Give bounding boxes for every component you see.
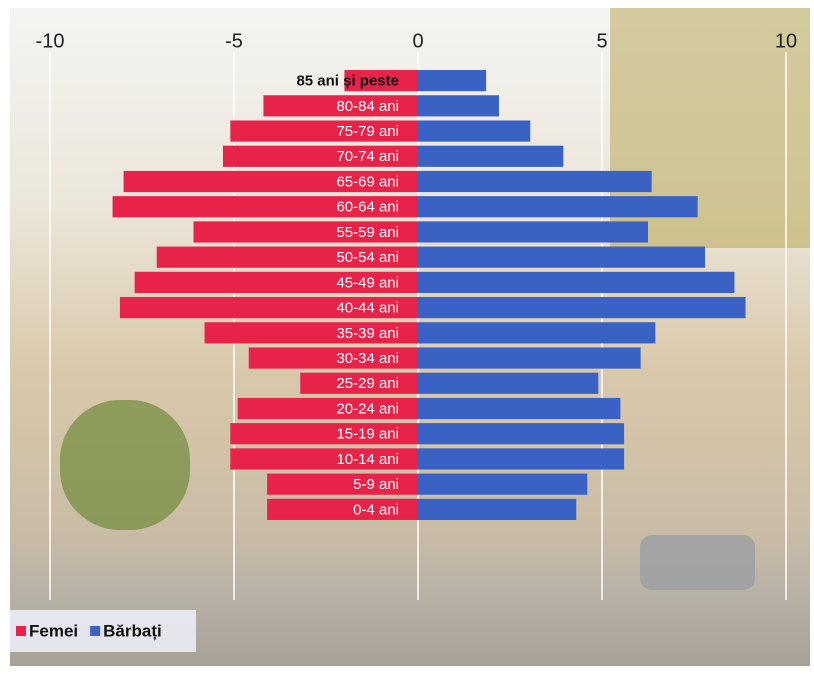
bar xyxy=(418,145,564,167)
category-label: 15-19 ani xyxy=(336,426,399,443)
bar xyxy=(204,322,418,344)
category-label: 10-14 ani xyxy=(336,451,399,468)
bar xyxy=(418,448,625,470)
bar xyxy=(300,372,418,394)
bar xyxy=(267,498,418,520)
bar xyxy=(418,221,648,243)
bar xyxy=(230,423,418,445)
category-label: 60-64 ani xyxy=(336,199,399,216)
category-label: 25-29 ani xyxy=(336,375,399,392)
legend-label: Femei xyxy=(29,621,78,640)
bar xyxy=(418,297,746,319)
bar xyxy=(112,196,418,218)
bar xyxy=(230,448,418,470)
bar xyxy=(237,397,418,420)
bar xyxy=(230,120,418,142)
bar xyxy=(418,196,698,218)
category-label: 70-74 ani xyxy=(336,148,399,165)
bar xyxy=(123,170,418,193)
category-label: 55-59 ani xyxy=(336,224,399,241)
legend-swatch xyxy=(16,626,26,636)
bar xyxy=(222,145,418,167)
bar xyxy=(418,372,599,394)
x-tick-label: -10 xyxy=(36,30,65,52)
category-label: 80-84 ani xyxy=(336,98,399,115)
category-label: 30-34 ani xyxy=(336,350,399,367)
category-label: 85 ani și peste xyxy=(296,73,399,90)
bar xyxy=(418,322,656,344)
bar xyxy=(418,397,621,420)
category-label: 65-69 ani xyxy=(336,173,399,190)
bar xyxy=(156,246,418,268)
category-label: 20-24 ani xyxy=(336,400,399,417)
car xyxy=(640,535,755,590)
bar xyxy=(263,95,418,117)
legend-label: Bărbați xyxy=(103,621,162,640)
legend-swatch xyxy=(90,626,101,636)
legend-box xyxy=(10,610,196,652)
bar xyxy=(418,95,499,117)
bar xyxy=(418,246,706,268)
category-label: 0-4 ani xyxy=(353,501,399,518)
bar xyxy=(418,473,588,495)
category-label: 50-54 ani xyxy=(336,249,399,266)
bar xyxy=(134,271,418,293)
bar xyxy=(418,498,577,520)
bar xyxy=(119,297,419,319)
bar xyxy=(248,347,418,369)
category-label: 40-44 ani xyxy=(336,300,399,317)
tree-foliage xyxy=(60,400,190,530)
category-label: 5-9 ani xyxy=(353,476,399,493)
category-label: 45-49 ani xyxy=(336,274,399,291)
bar xyxy=(267,473,418,495)
x-tick-label: 5 xyxy=(596,30,607,52)
bar xyxy=(418,347,641,369)
bar xyxy=(418,120,531,142)
category-label: 35-39 ani xyxy=(336,325,399,342)
bar xyxy=(418,271,735,293)
x-tick-label: 0 xyxy=(412,30,423,52)
x-tick-label: 10 xyxy=(775,30,797,52)
category-label: 75-79 ani xyxy=(336,123,399,140)
bar xyxy=(418,170,652,193)
x-tick-label: -5 xyxy=(225,30,243,52)
bar xyxy=(344,70,418,92)
bar xyxy=(418,70,487,92)
bar xyxy=(193,221,418,243)
bar xyxy=(418,423,625,445)
